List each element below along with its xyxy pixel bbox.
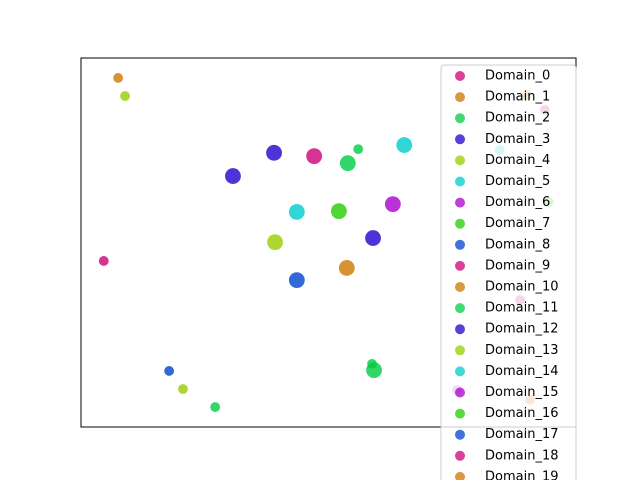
scatter-point: [288, 272, 305, 289]
legend-box: [440, 64, 577, 480]
scatter-point: [339, 155, 356, 172]
legend-label: Domain_5: [485, 174, 550, 189]
legend-label: Domain_15: [485, 385, 559, 400]
legend-label: Domain_0: [485, 69, 550, 84]
scatter-point: [210, 402, 221, 412]
scatter-point: [113, 73, 124, 83]
scatter-point: [353, 144, 364, 155]
legend-label: Domain_12: [485, 322, 559, 337]
scatter-point: [288, 203, 305, 220]
legend-marker: [455, 366, 465, 377]
legend-label: Domain_16: [485, 406, 559, 421]
legend-marker: [455, 239, 465, 250]
legend-marker: [455, 303, 465, 314]
scatter-point: [164, 366, 175, 376]
scatter-point: [306, 148, 323, 165]
legend-marker: [455, 324, 465, 335]
scatter-point: [225, 168, 241, 184]
scatter-point: [396, 137, 413, 154]
legend-marker: [455, 345, 465, 356]
scatter-point: [338, 260, 355, 276]
legend-marker: [455, 450, 465, 461]
scatter-point: [330, 203, 347, 220]
legend-label: Domain_13: [485, 343, 559, 358]
legend-label: Domain_6: [485, 195, 550, 210]
legend-marker: [455, 260, 465, 271]
scatter-point: [266, 144, 282, 161]
legend-marker: [455, 176, 465, 187]
legend-marker: [455, 113, 465, 124]
legend-label: Domain_3: [485, 132, 550, 147]
scatter-point: [120, 91, 130, 101]
legend: Domain_0 Domain_1 Domain_2 Domain_3 Domain_4…: [440, 64, 577, 480]
legend-label: Domain_18: [485, 448, 559, 463]
legend-label: Domain_9: [485, 258, 550, 273]
legend-marker: [455, 155, 465, 166]
scatter-point: [365, 230, 381, 246]
scatter-point: [367, 358, 377, 369]
scatter-point: [98, 256, 109, 266]
legend-marker: [455, 218, 465, 229]
legend-label: Domain_2: [485, 111, 550, 126]
legend-marker: [455, 471, 465, 480]
legend-label: Domain_14: [485, 364, 559, 379]
scatter-point: [384, 196, 401, 213]
legend-marker: [455, 408, 465, 419]
legend-marker: [455, 282, 465, 292]
scatter-point: [178, 384, 188, 394]
legend-label: Domain_7: [485, 216, 550, 231]
legend-label: Domain_10: [485, 280, 559, 295]
legend-label: Domain_11: [485, 301, 559, 316]
legend-marker: [455, 92, 465, 103]
legend-marker: [455, 387, 465, 398]
legend-label: Domain_8: [485, 237, 550, 252]
legend-label: Domain_1: [485, 90, 550, 105]
legend-marker: [455, 429, 465, 440]
legend-marker: [455, 134, 465, 145]
legend-label: Domain_4: [485, 153, 550, 168]
legend-marker: [455, 197, 465, 208]
legend-marker: [455, 71, 465, 81]
legend-label: Domain_17: [485, 427, 559, 442]
scatter-point: [267, 234, 283, 251]
legend-label: Domain_19: [485, 469, 559, 480]
